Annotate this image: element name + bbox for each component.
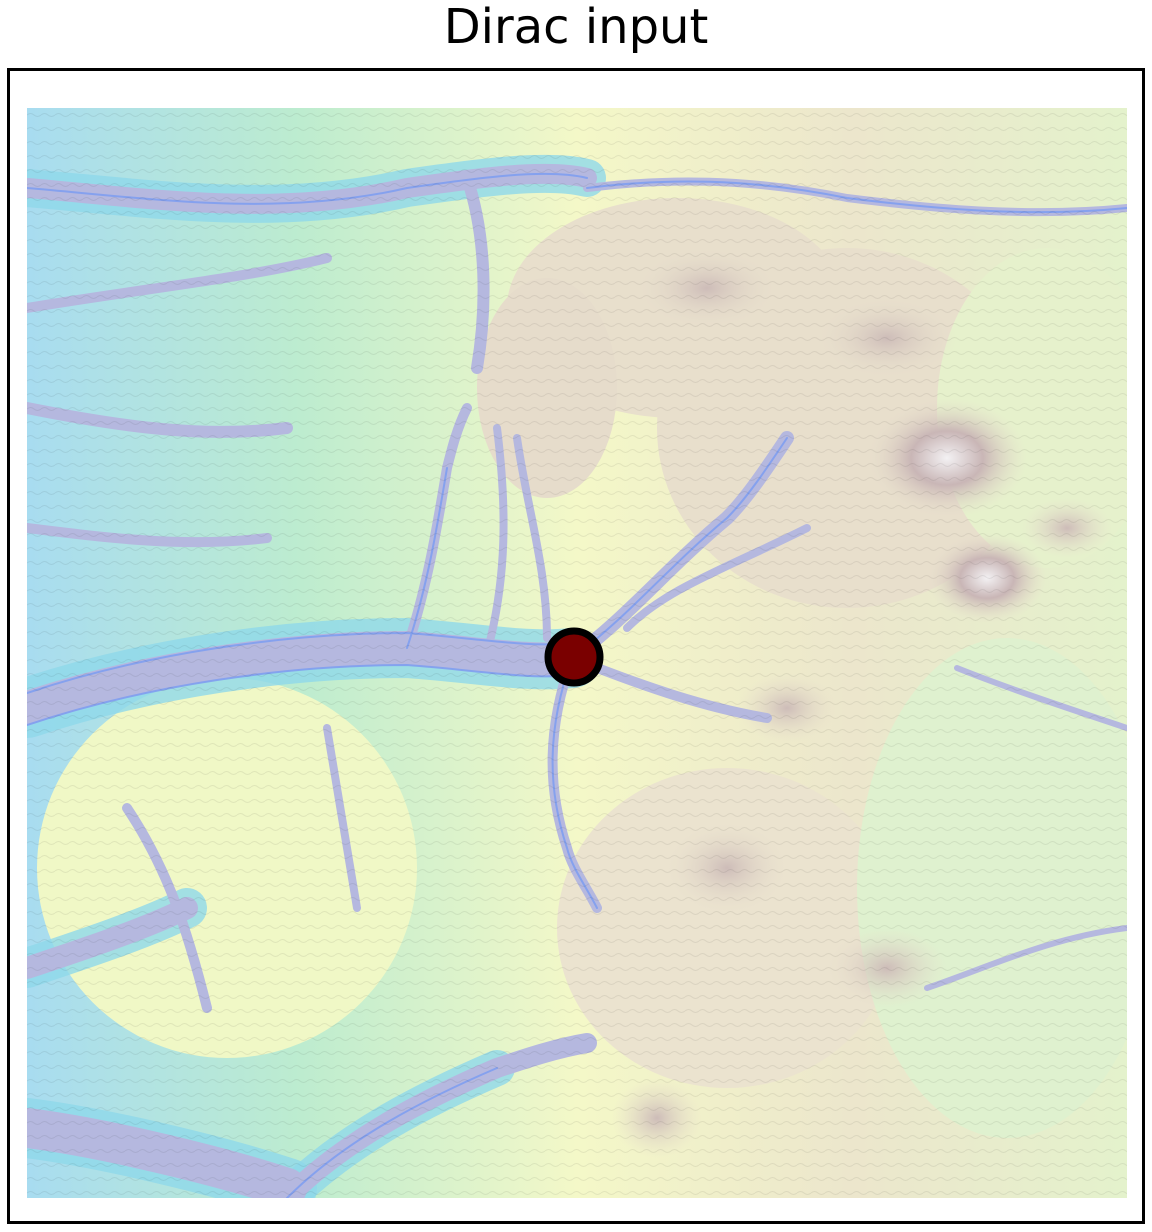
terrain-map[interactable] bbox=[27, 108, 1127, 1198]
plot-title: Dirac input bbox=[443, 0, 709, 55]
dirac-source-marker[interactable] bbox=[544, 627, 604, 687]
